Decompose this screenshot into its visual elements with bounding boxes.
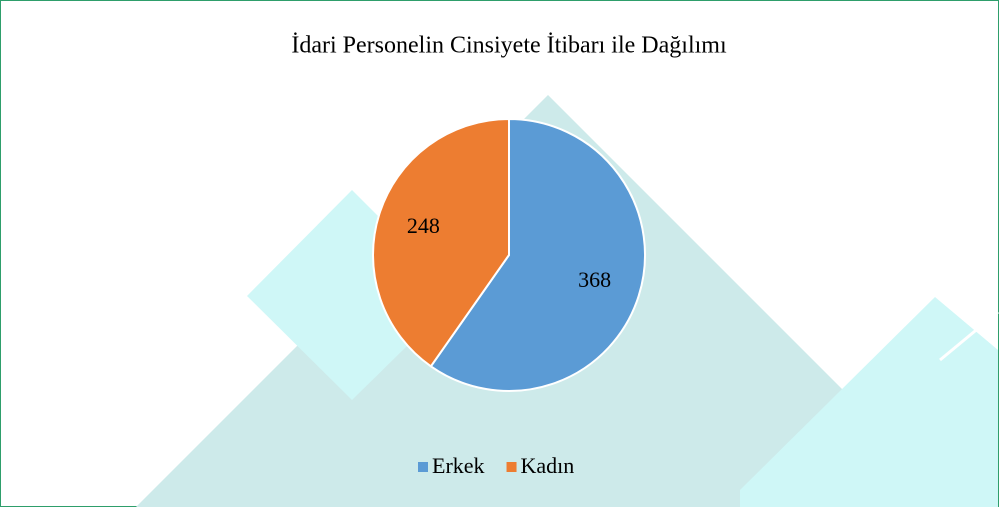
- legend-label: Kadın: [521, 453, 575, 478]
- chart-title: İdari Personelin Cinsiyete İtibarı ile D…: [291, 33, 727, 59]
- legend-swatch: [506, 462, 517, 472]
- bg-shape: [247, 190, 458, 400]
- data-label: 368: [578, 267, 611, 292]
- legend-label: Erkek: [432, 453, 485, 478]
- bg-line: [939, 310, 999, 362]
- pie-slice: [429, 117, 646, 392]
- legend-swatch: [418, 462, 428, 472]
- bg-shape: [740, 297, 998, 507]
- pie-slice: [372, 117, 510, 368]
- data-label: 248: [407, 213, 440, 238]
